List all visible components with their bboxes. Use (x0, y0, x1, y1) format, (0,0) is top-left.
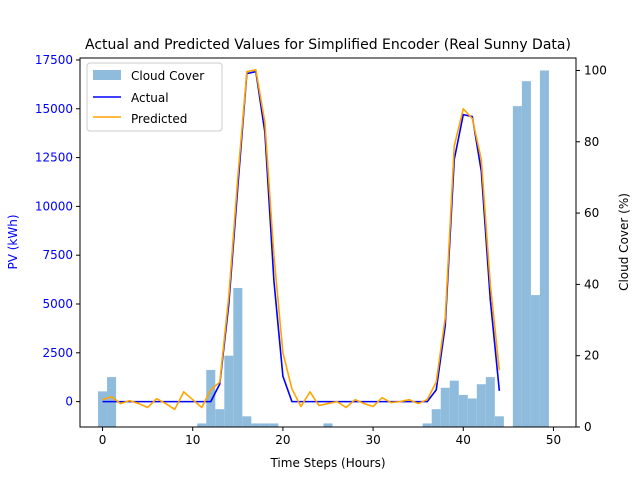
cloud-cover-bar (269, 423, 279, 427)
legend: Cloud Cover Actual Predicted (86, 62, 223, 132)
actual-line (102, 70, 501, 403)
cloud-cover-bars (98, 70, 549, 428)
cloud-cover-bar (494, 416, 504, 427)
legend-label-cloud-cover: Cloud Cover (131, 69, 204, 83)
y-right-tick-label: 60 (584, 206, 599, 220)
y-right-tick-label: 100 (584, 63, 607, 77)
cloud-cover-bar (485, 377, 495, 427)
legend-swatch-cloud-cover (93, 70, 121, 80)
y-left-tick-label: 7500 (42, 248, 73, 262)
cloud-cover-bar (224, 355, 234, 427)
x-tick-label: 30 (365, 433, 380, 447)
cloud-cover-bar (206, 369, 216, 427)
y-left-tick-label: 10000 (35, 199, 73, 213)
y-left-tick-label: 17500 (35, 53, 73, 67)
legend-label-actual: Actual (131, 91, 169, 105)
cloud-cover-bar (512, 106, 522, 427)
axes: 0 10 20 30 40 50 0 2500 5000 7500 10000 12500 15000 1… (35, 53, 607, 447)
y-left-axis-label: PV (kWh) (6, 214, 20, 269)
x-tick-label: 20 (275, 433, 290, 447)
cloud-cover-bar (251, 423, 261, 427)
cloud-cover-bar (431, 409, 441, 427)
y-left-tick-label: 0 (65, 395, 73, 409)
cloud-cover-bar (530, 295, 540, 427)
legend-label-predicted: Predicted (131, 112, 187, 126)
cloud-cover-bar (215, 409, 225, 427)
y-left-tick-label: 5000 (42, 297, 73, 311)
cloud-cover-bar (422, 423, 432, 427)
cloud-cover-bar (440, 387, 450, 427)
cloud-cover-bar (242, 416, 252, 427)
cloud-cover-bar (449, 380, 459, 427)
cloud-cover-bar (233, 287, 243, 427)
predicted-line (102, 68, 501, 411)
y-left-tick-label: 15000 (35, 102, 73, 116)
cloud-cover-bar (98, 391, 108, 427)
plot-frame (79, 57, 577, 428)
x-tick-label: 40 (456, 433, 471, 447)
x-tick-label: 0 (99, 433, 107, 447)
x-tick-label: 10 (185, 433, 200, 447)
cloud-cover-bar (323, 423, 333, 427)
y-left-tick-label: 12500 (35, 151, 73, 165)
x-axis-label: Time Steps (Hours) (269, 456, 385, 470)
y-right-axis-label: Cloud Cover (%) (617, 193, 631, 291)
cloud-cover-bar (458, 394, 468, 427)
y-right-tick-label: 0 (584, 420, 592, 434)
cloud-cover-bar (539, 70, 549, 427)
x-tick-label: 50 (546, 433, 561, 447)
cloud-cover-bar (197, 423, 207, 427)
pv-lines (102, 68, 501, 411)
y-right-tick-label: 40 (584, 277, 599, 291)
y-left-tick-label: 2500 (42, 346, 73, 360)
cloud-cover-bar (521, 81, 531, 428)
cloud-cover-bar (467, 398, 477, 427)
chart-title: Actual and Predicted Values for Simplifi… (85, 37, 571, 53)
cloud-cover-bar (260, 423, 270, 427)
cloud-cover-bar (476, 384, 486, 427)
y-right-tick-label: 80 (584, 135, 599, 149)
y-right-tick-label: 20 (584, 349, 599, 363)
